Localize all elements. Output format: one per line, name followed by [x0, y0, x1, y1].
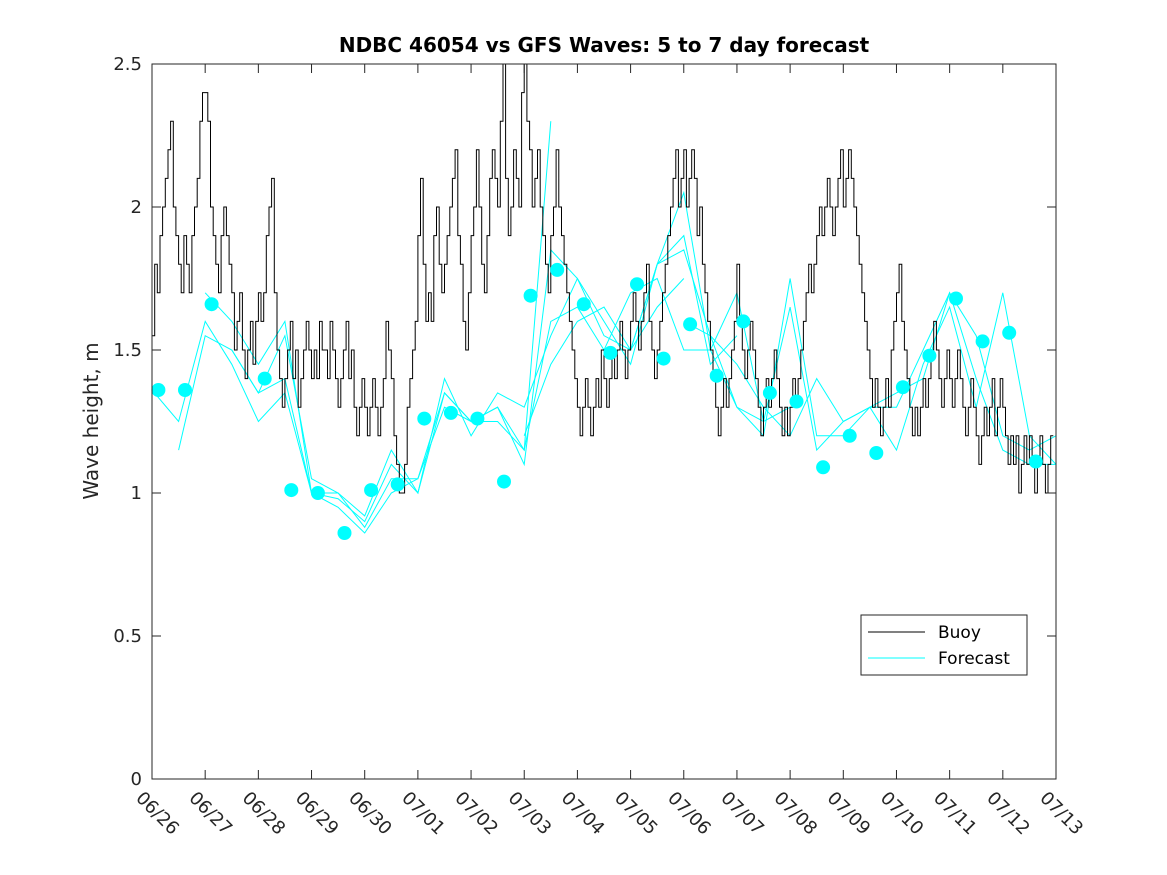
legend-buoy-label: Buoy: [938, 623, 981, 643]
buoy-series: [152, 63, 1054, 494]
forecast-point: [390, 477, 405, 492]
forecast-point: [842, 428, 857, 443]
legend-forecast-label: Forecast: [938, 649, 1010, 669]
forecast-point: [922, 348, 937, 363]
forecast-point: [310, 486, 325, 500]
y-tick-label: 0.5: [113, 626, 142, 647]
x-tick-label: 06/27: [185, 788, 237, 840]
x-tick-label: 07/12: [982, 788, 1034, 840]
plot-frame: [151, 63, 1057, 780]
legend-box: [860, 614, 1028, 676]
forecast-point: [1002, 325, 1017, 340]
forecast-point: [656, 351, 671, 366]
forecast-point: [550, 262, 565, 277]
x-tick-label: 06/29: [291, 788, 343, 840]
forecast-point: [284, 483, 299, 498]
forecast-point: [869, 446, 884, 460]
forecast-point: [630, 277, 644, 292]
y-axis-ticks: 0 0.5 1 1.5 2 2.5: [113, 54, 1056, 790]
forecast-point: [417, 411, 432, 426]
forecast-line-4: [231, 277, 791, 517]
x-tick-label: 06/28: [238, 788, 290, 840]
forecast-point: [603, 345, 618, 360]
x-tick-label: 07/04: [557, 788, 609, 840]
x-tick-label: 07/01: [397, 788, 449, 840]
y-tick-label: 1.5: [113, 340, 142, 361]
forecast-point: [470, 411, 485, 426]
forecast-point: [443, 405, 458, 420]
x-tick-label: 07/02: [451, 788, 503, 840]
forecast-point: [497, 474, 511, 489]
forecast-point: [204, 297, 219, 312]
forecast-point: [736, 314, 751, 329]
legend: Buoy Forecast: [860, 614, 1028, 676]
x-tick-label: 07/05: [610, 788, 662, 840]
x-tick-label: 07/03: [504, 788, 556, 840]
forecast-point: [789, 394, 804, 409]
y-tick-label: 0: [131, 769, 142, 790]
forecast-points: [151, 262, 1043, 540]
forecast-point: [151, 383, 166, 397]
forecast-point: [523, 288, 538, 303]
x-tick-label: 06/26: [131, 788, 183, 840]
y-tick-label: 1: [131, 483, 142, 504]
chart-title: NDBC 46054 vs GFS Waves: 5 to 7 day fore…: [339, 33, 870, 57]
forecast-point: [257, 371, 272, 386]
forecast-point: [337, 526, 352, 540]
forecast-point: [975, 334, 990, 349]
x-tick-label: 07/08: [770, 788, 822, 840]
x-tick-label: 07/09: [823, 788, 875, 840]
y-tick-label: 2: [131, 197, 142, 218]
forecast-point: [364, 483, 379, 498]
x-tick-label: 07/13: [1035, 788, 1087, 840]
x-tick-label: 07/06: [663, 788, 715, 840]
forecast-point: [949, 291, 963, 306]
forecast-point: [683, 317, 698, 332]
x-tick-label: 07/10: [876, 788, 928, 840]
forecast-point: [576, 297, 591, 312]
forecast-point: [816, 460, 831, 475]
forecast-point: [895, 380, 910, 395]
forecast-line-7: [683, 291, 1056, 465]
forecast-point: [709, 368, 724, 383]
buoy-line: [152, 63, 1054, 494]
forecast-point: [762, 385, 777, 400]
y-tick-label: 2.5: [113, 54, 142, 75]
forecast-point: [1028, 454, 1043, 469]
x-tick-label: 07/07: [716, 788, 768, 840]
x-tick-label: 06/30: [344, 788, 396, 840]
forecast-point: [178, 383, 192, 397]
y-axis-label: Wave height, m: [79, 342, 103, 499]
x-tick-label: 07/11: [929, 788, 981, 840]
